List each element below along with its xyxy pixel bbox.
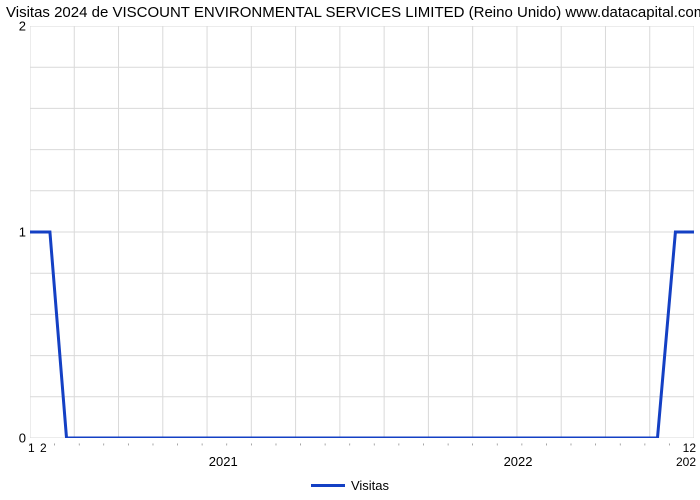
chart-container: Visitas 2024 de VISCOUNT ENVIRONMENTAL S… [0,0,700,500]
x-minor-tick: ' [250,442,252,452]
x-minor-tick: ' [275,442,277,452]
y-tick-label: 0 [12,431,26,446]
x-minor-tick: ' [226,442,228,452]
legend-item-visitas: Visitas [311,478,389,493]
x-minor-tick: ' [496,442,498,452]
x-minor-tick: ' [472,442,474,452]
x-minor-tick: ' [78,442,80,452]
x-minor-tick: ' [300,442,302,452]
x-right-edge-label: 12 [683,441,696,455]
legend: Visitas [0,474,700,493]
x-minor-tick: ' [152,442,154,452]
x-minor-tick: ' [201,442,203,452]
x-minor-tick: ' [447,442,449,452]
legend-label: Visitas [351,478,389,493]
x-minor-tick: ' [546,442,548,452]
x-left-edge-label: 1 [28,441,35,455]
x-minor-tick: ' [177,442,179,452]
x-minor-tick: ' [54,442,56,452]
y-tick-label: 2 [12,19,26,34]
x-minor-tick: ' [644,442,646,452]
x-minor-tick: ' [398,442,400,452]
x-right-edge-label: 202 [676,455,696,469]
chart-plot [30,26,694,438]
x-minor-tick: ' [324,442,326,452]
x-left-edge-label: 2 [40,441,47,455]
x-minor-tick: ' [619,442,621,452]
x-minor-tick: ' [570,442,572,452]
x-minor-tick: ' [349,442,351,452]
x-minor-tick: ' [373,442,375,452]
x-minor-tick: ' [521,442,523,452]
x-minor-tick: ' [595,442,597,452]
x-tick-label: 2022 [504,454,533,469]
y-tick-label: 1 [12,225,26,240]
chart-title: Visitas 2024 de VISCOUNT ENVIRONMENTAL S… [6,4,700,21]
x-minor-tick: ' [128,442,130,452]
legend-swatch [311,484,345,487]
x-tick-label: 2021 [209,454,238,469]
x-minor-tick: ' [103,442,105,452]
x-minor-tick: ' [423,442,425,452]
x-minor-tick: ' [669,442,671,452]
